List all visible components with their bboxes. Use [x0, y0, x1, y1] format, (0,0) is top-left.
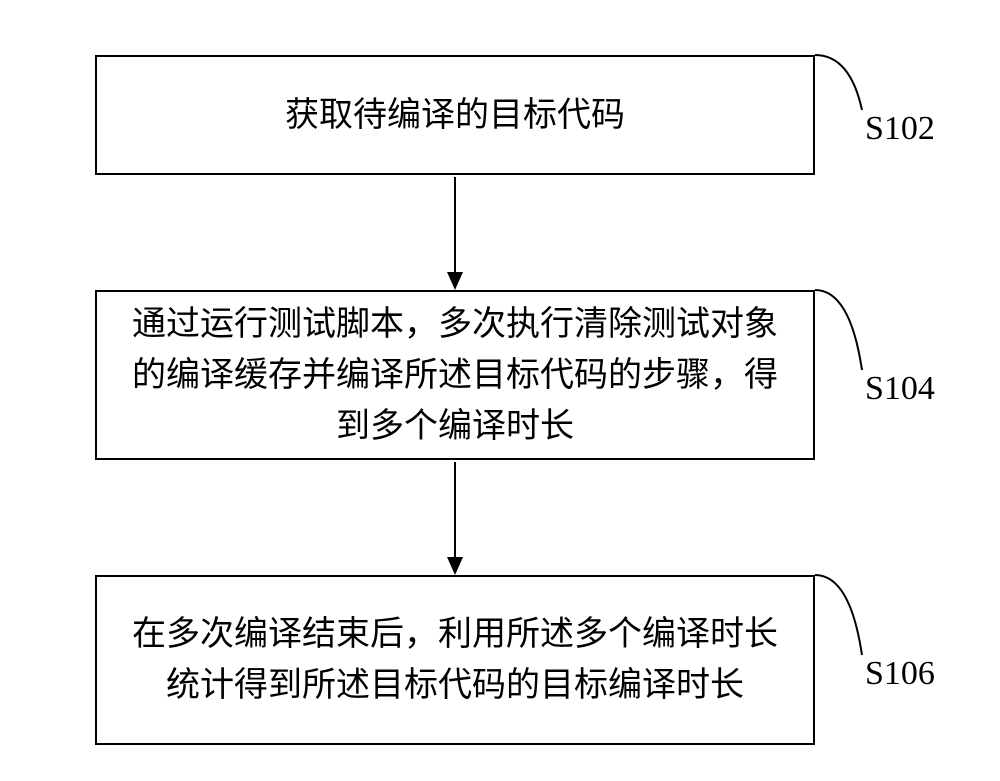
label-connector-1 [0, 0, 1000, 781]
flowchart-canvas: 获取待编译的目标代码 通过运行测试脚本，多次执行清除测试对象的编译缓存并编译所述… [0, 0, 1000, 781]
